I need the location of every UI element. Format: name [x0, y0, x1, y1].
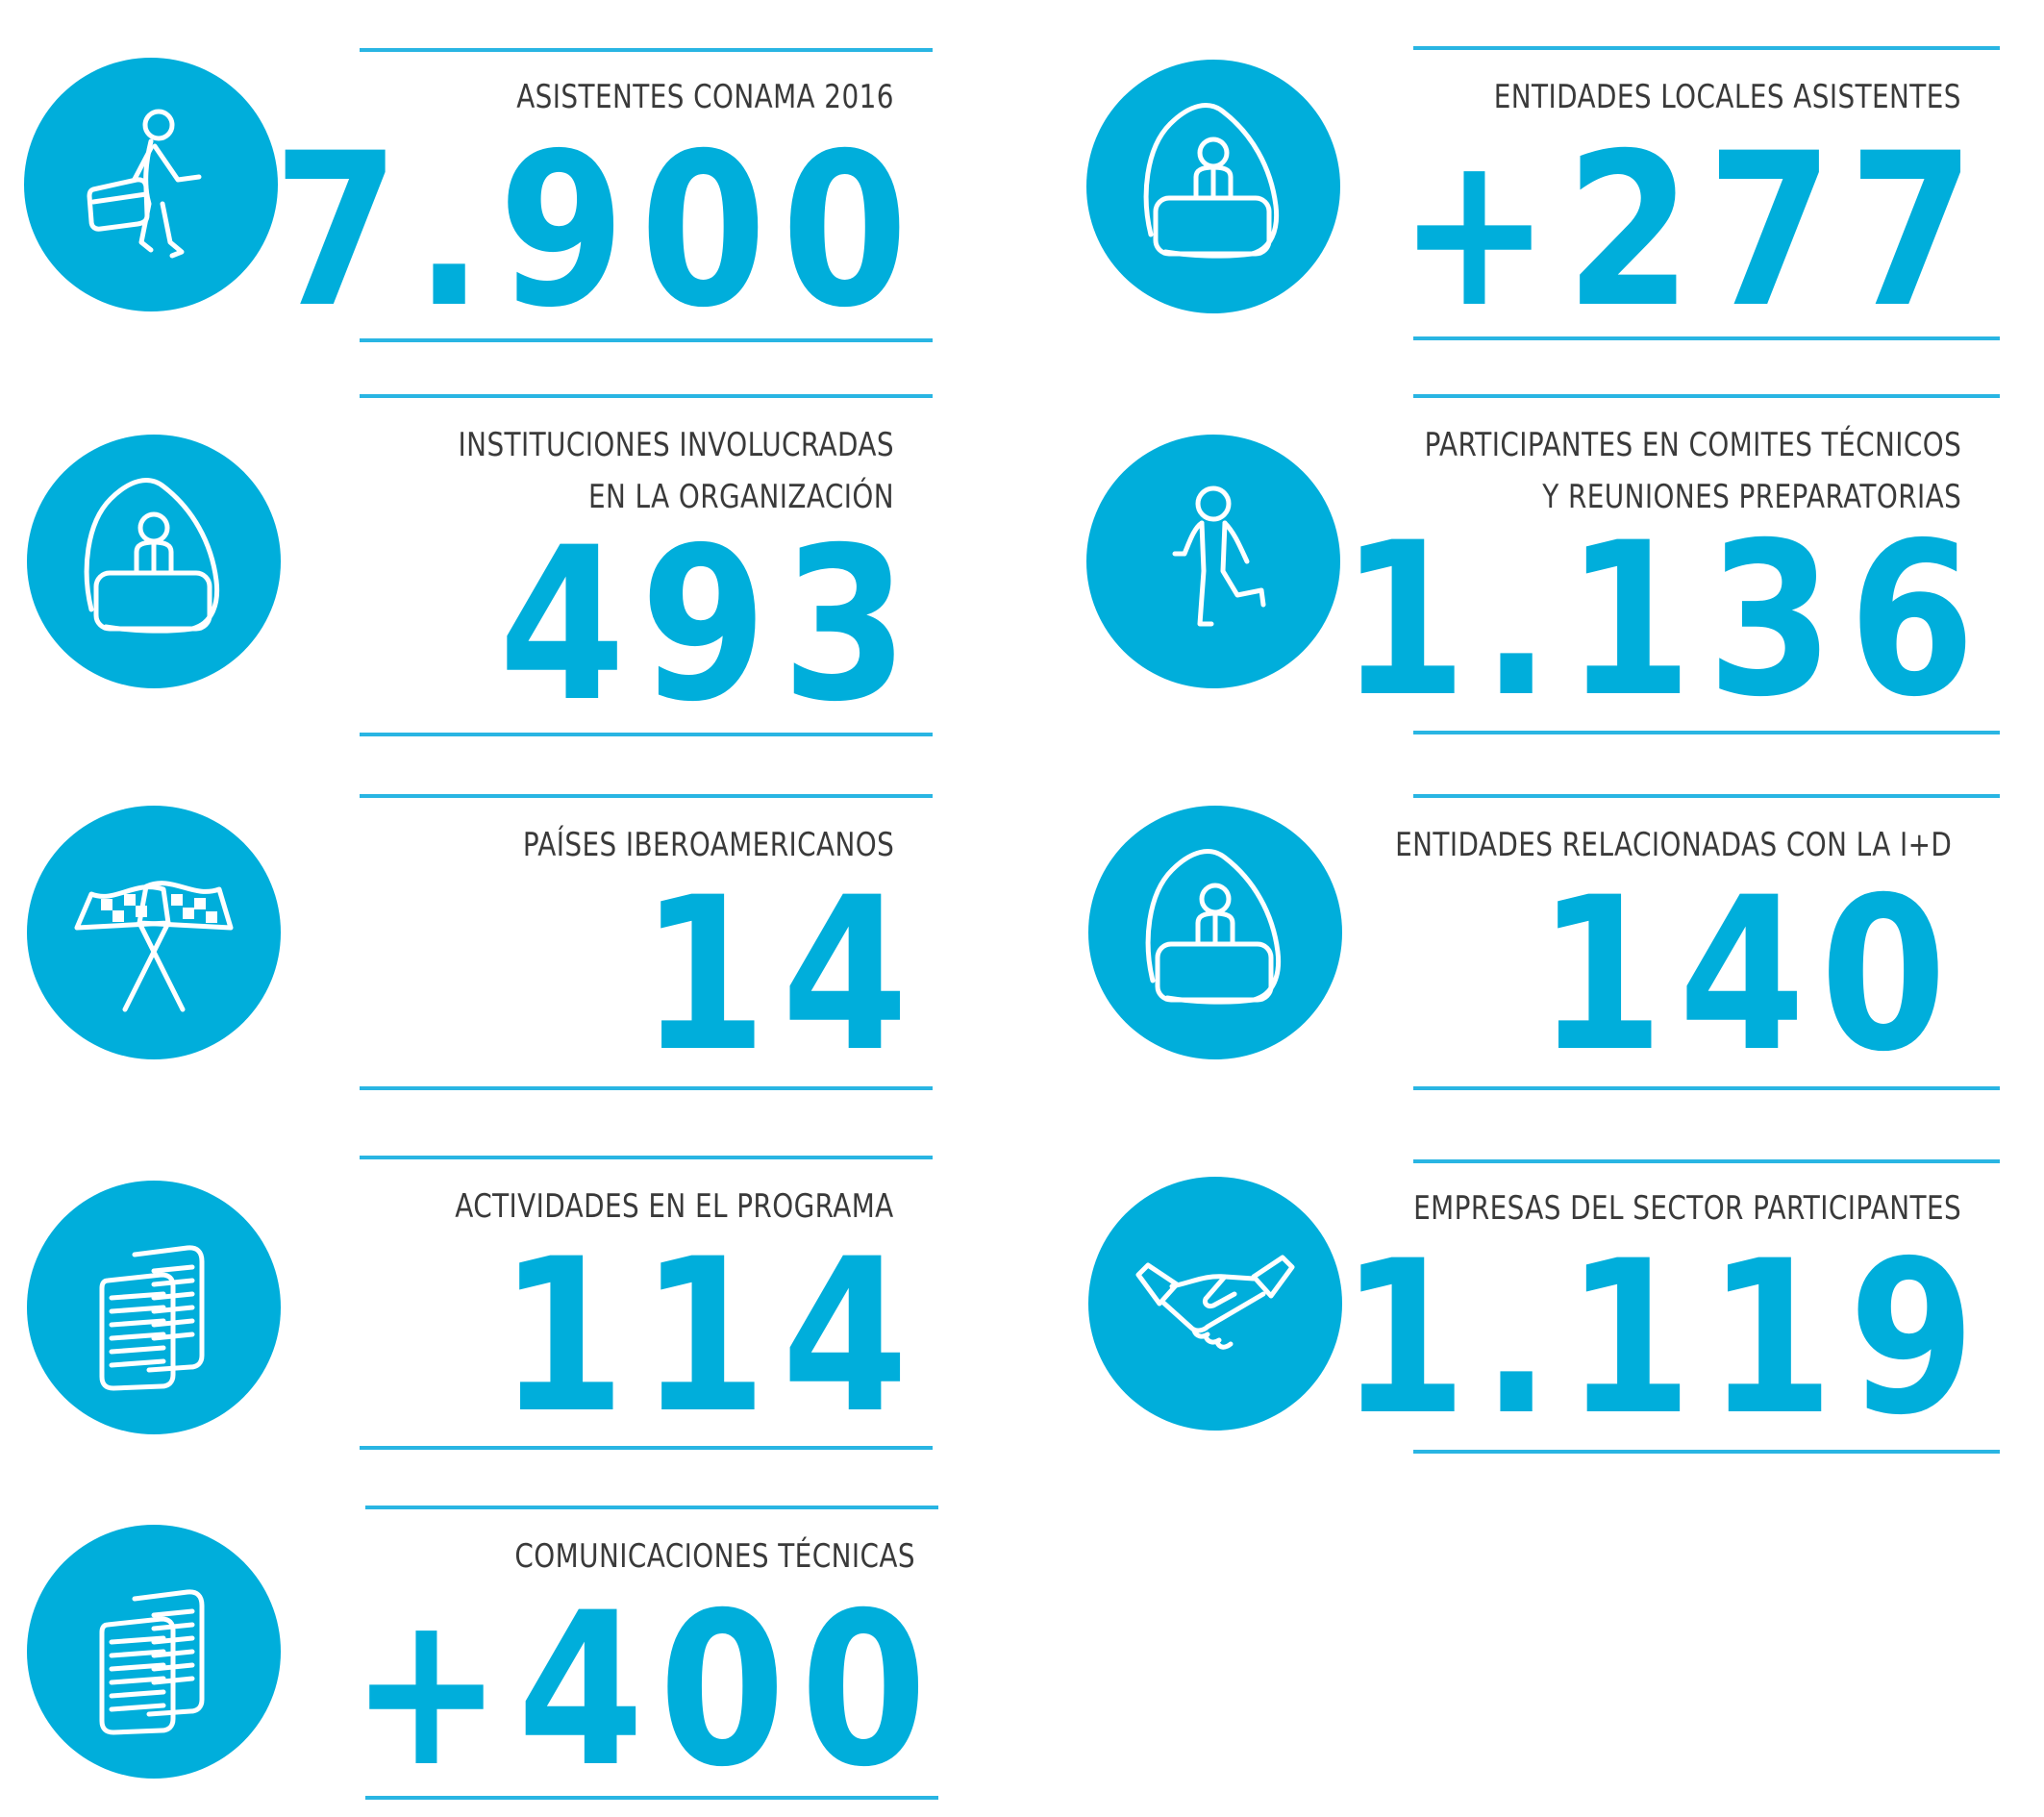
stat-icon-circle — [27, 1525, 281, 1779]
bottom-divider — [1413, 1450, 2000, 1454]
stat-value: 1.136 — [1340, 497, 1990, 743]
stat-label: PARTICIPANTES EN COMITES TÉCNICOS Y REUN… — [1424, 426, 1961, 516]
bottom-divider — [1413, 1086, 2000, 1090]
stat-value: 1.119 — [1340, 1215, 1990, 1461]
stat-icon-circle — [1086, 435, 1340, 688]
stat-value: 14 — [639, 852, 923, 1098]
handshake-icon — [1135, 1255, 1295, 1350]
documents-icon — [58, 1211, 250, 1404]
stat-icon-circle — [27, 1181, 281, 1434]
top-divider — [360, 1156, 933, 1159]
bottom-divider — [365, 1796, 938, 1800]
stat-label: COMUNICACIONES TÉCNICAS — [514, 1537, 915, 1576]
stat-value: 7.900 — [273, 108, 923, 354]
stat-icon-circle — [1088, 806, 1342, 1059]
walking-person-icon — [1172, 485, 1266, 627]
top-divider — [360, 794, 933, 798]
stat-icon-circle — [1088, 1177, 1342, 1431]
top-divider — [1413, 794, 2000, 798]
stat-value: 140 — [1536, 852, 1961, 1098]
stat-icon-circle — [1086, 60, 1340, 313]
bottom-divider — [1413, 731, 2000, 734]
stat-label: ASISTENTES CONAMA 2016 — [516, 78, 894, 116]
top-divider — [360, 48, 933, 52]
stat-label: PAÍSES IBEROAMERICANOS — [522, 826, 894, 864]
bottom-divider — [360, 338, 933, 342]
stat-value: 493 — [498, 502, 923, 748]
stat-label: ENTIDADES RELACIONADAS CON LA I+D — [1394, 826, 1952, 864]
bottom-divider — [1413, 336, 2000, 340]
stat-label: ENTIDADES LOCALES ASISTENTES — [1493, 78, 1961, 116]
crossed-flags-icon — [74, 881, 234, 1012]
top-divider — [1413, 1159, 2000, 1163]
stat-label: ACTIVIDADES EN EL PROGRAMA — [455, 1187, 894, 1226]
stat-icon-circle — [24, 58, 278, 311]
documents-icon — [58, 1556, 250, 1748]
top-divider — [365, 1506, 938, 1509]
bottom-divider — [360, 1086, 933, 1090]
stat-value: 114 — [498, 1213, 923, 1459]
kiosk-stand-icon — [58, 465, 250, 658]
stat-value: +277 — [1398, 108, 1990, 354]
bottom-divider — [360, 733, 933, 736]
top-divider — [1413, 46, 2000, 50]
stat-label: EMPRESAS DEL SECTOR PARTICIPANTES — [1412, 1189, 1961, 1228]
top-divider — [360, 394, 933, 398]
bottom-divider — [360, 1446, 933, 1450]
person-with-briefcase-icon — [87, 109, 202, 259]
stat-label: INSTITUCIONES INVOLUCRADAS EN LA ORGANIZ… — [458, 426, 894, 516]
top-divider — [1413, 394, 2000, 398]
stat-icon-circle — [27, 806, 281, 1059]
stat-value: +400 — [350, 1567, 942, 1813]
stat-icon-circle — [27, 435, 281, 688]
kiosk-stand-icon — [1119, 836, 1311, 1029]
kiosk-stand-icon — [1117, 90, 1309, 283]
